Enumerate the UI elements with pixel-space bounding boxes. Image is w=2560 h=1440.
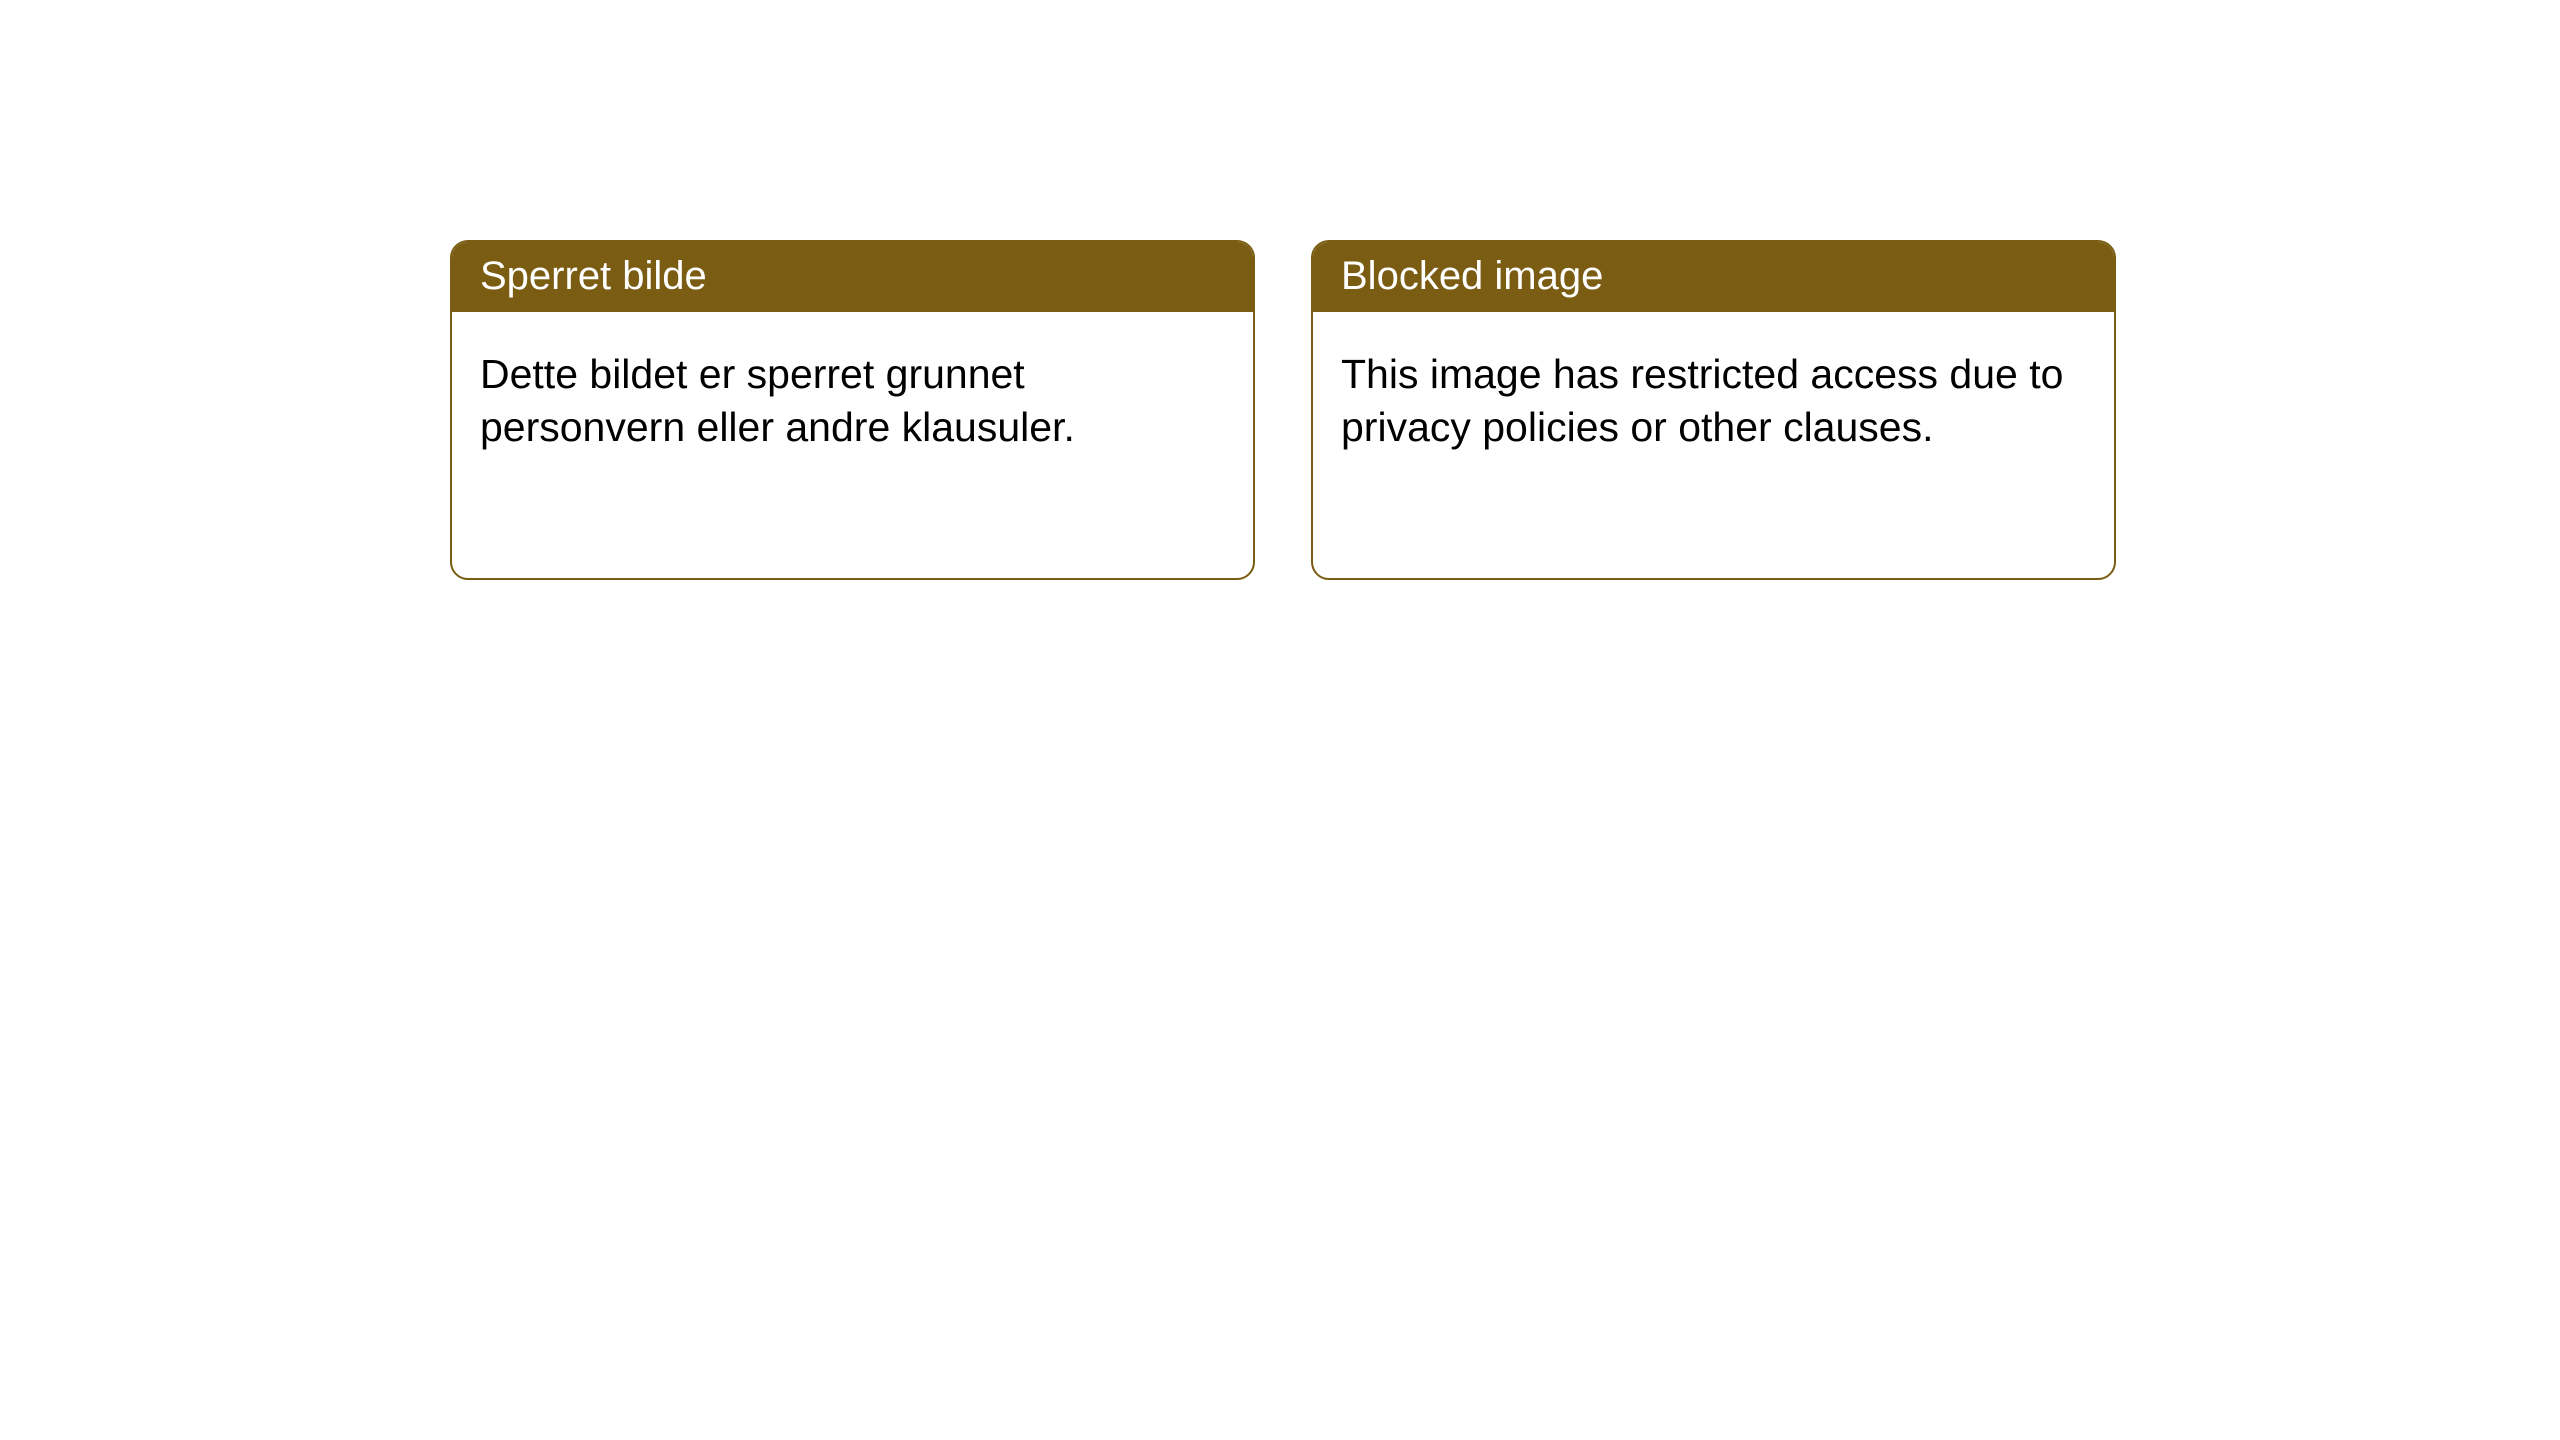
notice-body: This image has restricted access due to … xyxy=(1313,312,2114,483)
notice-container: Sperret bilde Dette bildet er sperret gr… xyxy=(0,0,2560,580)
notice-title: Blocked image xyxy=(1313,242,2114,312)
notice-box-norwegian: Sperret bilde Dette bildet er sperret gr… xyxy=(450,240,1255,580)
notice-title: Sperret bilde xyxy=(452,242,1253,312)
notice-box-english: Blocked image This image has restricted … xyxy=(1311,240,2116,580)
notice-body: Dette bildet er sperret grunnet personve… xyxy=(452,312,1253,483)
